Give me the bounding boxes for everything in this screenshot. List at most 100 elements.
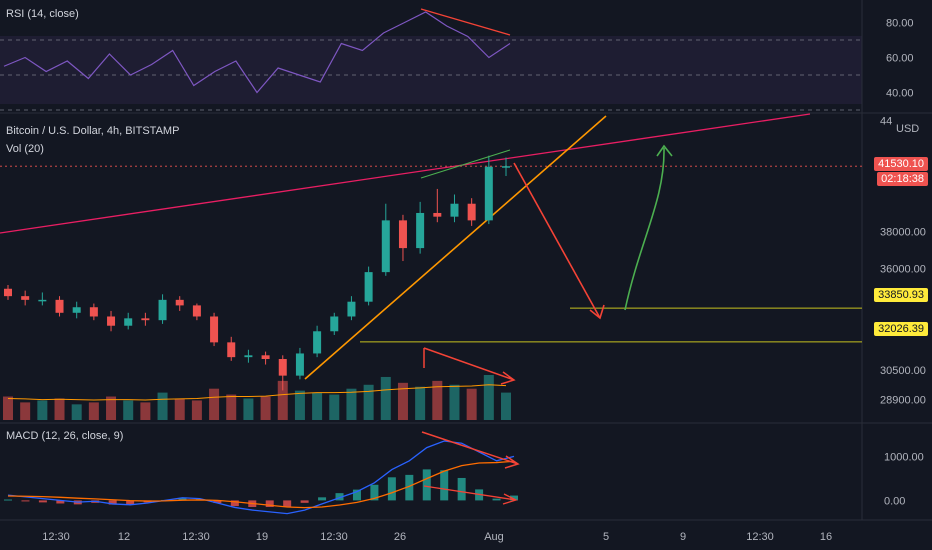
candle-body: [433, 212, 442, 217]
candle-body: [72, 307, 81, 313]
volume-bar: [209, 388, 220, 420]
candle-body: [295, 353, 304, 376]
candle-body: [21, 296, 30, 300]
candle-body: [467, 203, 476, 221]
level-tag-lower: 32026.39: [874, 322, 928, 336]
macd-histogram-bar: [370, 484, 379, 501]
price-tick: 30500.00: [880, 365, 926, 377]
volume-bar: [123, 400, 134, 420]
candle-body: [192, 305, 201, 317]
volume-bar: [432, 380, 443, 420]
volume-bar: [363, 384, 374, 420]
macd-histogram-bar: [283, 500, 292, 507]
macd-tick: 0.00: [884, 495, 905, 507]
volume-bar: [174, 398, 185, 420]
macd-histogram-bar: [56, 500, 65, 504]
volume-bar: [3, 396, 13, 420]
x-axis-tick: 12:30: [320, 531, 348, 543]
macd-histogram-bar: [4, 499, 12, 501]
rsi-tick: 40.00: [886, 88, 914, 100]
volume-bar: [294, 390, 305, 420]
volume-bar: [88, 402, 99, 420]
volume-bar: [397, 382, 408, 420]
macd-histogram-bar: [230, 500, 239, 507]
rsi-divergence-arrow: [420, 8, 511, 36]
volume-bar: [157, 392, 168, 420]
macd-histogram-bar: [335, 493, 344, 501]
level-tag-upper: 33850.93: [874, 288, 928, 302]
candle-body: [381, 220, 390, 273]
candle-body: [364, 272, 373, 302]
x-axis-tick: 12:30: [182, 531, 210, 543]
macd-histogram-bar: [213, 500, 222, 504]
x-axis-tick: 5: [603, 531, 609, 543]
candle-body: [210, 316, 219, 343]
candle-body: [4, 288, 12, 297]
candle-body: [227, 342, 236, 358]
candle-body: [502, 166, 510, 168]
volume-label: Vol (20): [6, 143, 44, 155]
macd-histogram-bar: [387, 477, 396, 501]
candle-body: [38, 299, 47, 302]
rsi-line: [3, 11, 511, 94]
x-axis-tick: Aug: [484, 531, 504, 543]
candle-body: [55, 299, 64, 313]
macd-divergence-arrow: [421, 431, 520, 469]
volume-bar: [380, 376, 391, 420]
price-tick: 36000.00: [880, 263, 926, 275]
rsi-tick: 60.00: [886, 53, 914, 65]
wedge-guide-line: [420, 149, 511, 179]
candle-body: [158, 299, 167, 321]
candle-body: [484, 166, 493, 221]
bullish-projection-arrow: [624, 147, 665, 311]
price-tick: 44: [880, 116, 892, 128]
currency-label: USD: [896, 123, 920, 135]
bearish-projection-arrow: [513, 162, 601, 319]
macd-histogram-bar: [318, 497, 327, 501]
candle-body: [313, 331, 322, 354]
macd-histogram-bar: [510, 495, 518, 501]
macd-histogram-bar: [21, 500, 30, 502]
candle-body: [107, 316, 116, 326]
volume-bar: [106, 396, 117, 420]
macd-histogram-bar: [38, 500, 47, 503]
last-price-tag: 41530.10: [874, 157, 928, 171]
volume-bar: [277, 380, 288, 420]
macd-label: MACD (12, 26, close, 9): [6, 430, 124, 442]
candle-body: [278, 359, 287, 376]
volume-bar: [501, 392, 511, 420]
candle-body: [89, 307, 98, 317]
macd-histogram-bar: [300, 500, 309, 503]
x-axis-tick: 12:30: [42, 531, 70, 543]
volume-bar: [329, 394, 340, 420]
candle-body: [141, 318, 150, 321]
volume-bar: [140, 402, 151, 420]
macd-histogram-bar: [457, 477, 466, 501]
candle-body: [398, 220, 407, 249]
x-axis-tick: 19: [256, 531, 268, 543]
countdown-tag: 02:18:38: [877, 172, 928, 186]
macd-histogram-bar: [265, 500, 274, 507]
price-tick: 38000.00: [880, 226, 926, 238]
x-axis-tick: 9: [680, 531, 686, 543]
macd-histogram-bar: [492, 498, 501, 501]
candle-body: [416, 212, 425, 249]
x-axis-tick: 12: [118, 531, 130, 543]
candle-body: [244, 355, 253, 358]
volume-bar: [54, 398, 65, 420]
x-axis-tick: 12:30: [746, 531, 774, 543]
candle-body: [175, 299, 184, 306]
volume-bar: [37, 400, 48, 420]
macd-tick: 1000.00: [884, 451, 924, 463]
volume-bar: [243, 398, 254, 420]
volume-bar: [346, 388, 357, 420]
macd-histogram-bar: [126, 500, 135, 505]
symbol-title: Bitcoin / U.S. Dollar, 4h, BITSTAMP: [6, 125, 180, 137]
candle-body: [261, 355, 270, 359]
candle-body: [124, 318, 133, 326]
volume-bar: [312, 392, 323, 420]
volume-ma-line: [7, 384, 507, 401]
signal-line: [7, 460, 515, 509]
